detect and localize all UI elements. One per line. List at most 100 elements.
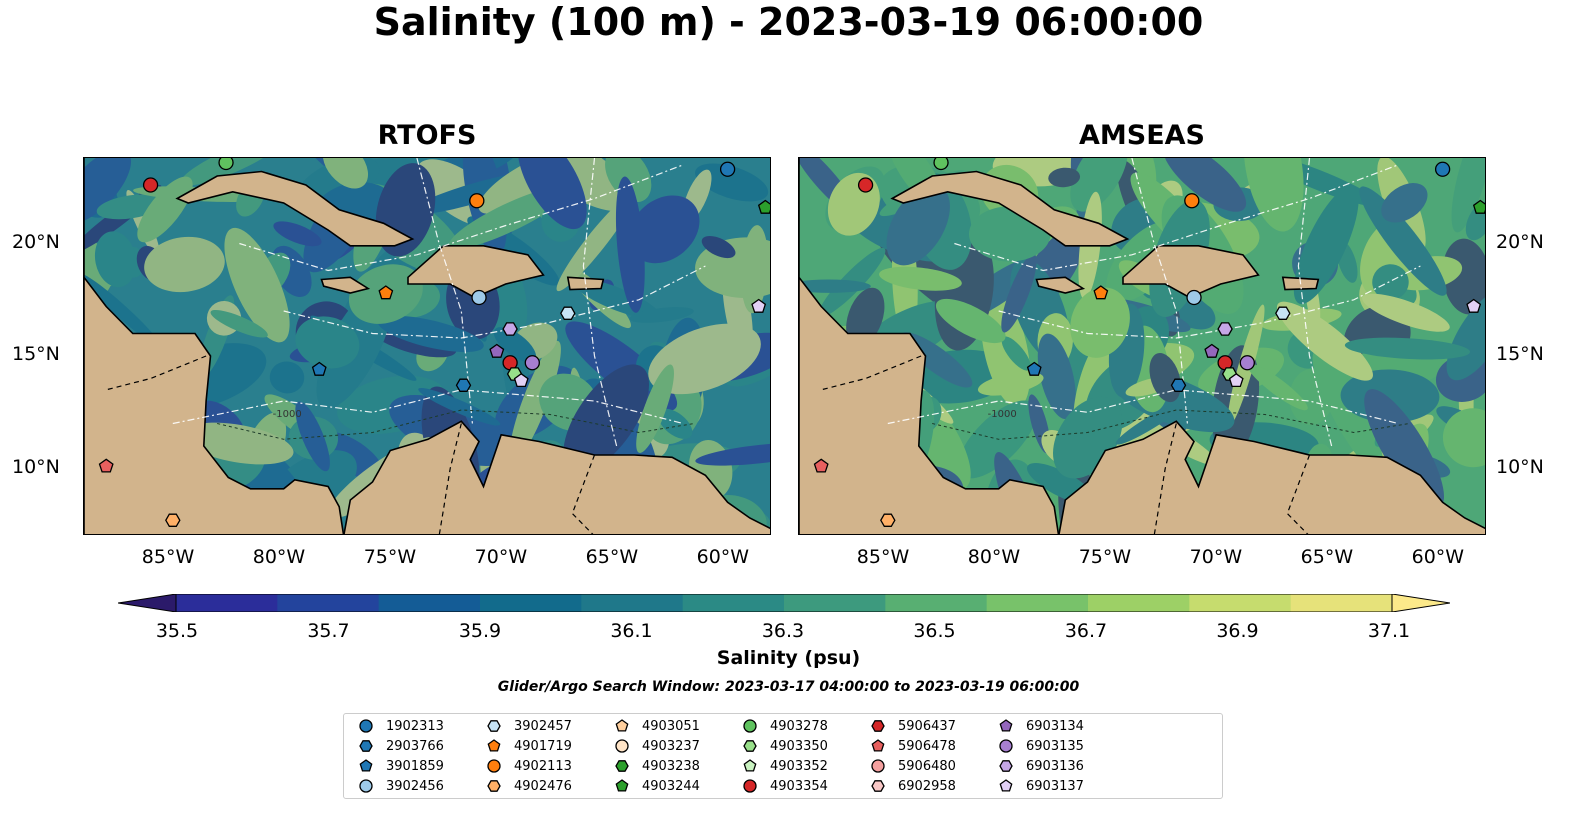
- pentagon-marker-icon: [999, 719, 1013, 732]
- panel-title-rtofs: RTOFS: [377, 120, 477, 151]
- legend-entry: 4903352: [742, 756, 828, 776]
- legend-entry: 5906437: [870, 716, 956, 736]
- colorbar-segment: [1290, 594, 1393, 612]
- float-marker-4903354[interactable]: [142, 177, 159, 193]
- hexagon-marker-icon: [487, 780, 501, 792]
- pentagon-marker-icon: [743, 759, 757, 772]
- colorbar-segment: [784, 594, 886, 612]
- pentagon-marker-icon: [615, 779, 629, 792]
- colorbar-extend-low: [117, 593, 177, 613]
- float-marker-4901719[interactable]: [1093, 285, 1109, 300]
- float-marker-5906478[interactable]: [813, 458, 829, 473]
- map-amseas[interactable]: -1000: [798, 157, 1486, 535]
- circle-marker-icon: [999, 739, 1013, 753]
- lat-tick-label: 10°N: [12, 455, 60, 478]
- legend-label: 5906437: [898, 718, 956, 734]
- lon-tick-label: 70°W: [474, 546, 528, 568]
- colorbar-segment: [277, 594, 380, 612]
- map-rtofs[interactable]: -1000: [83, 157, 771, 535]
- lon-tick-label: 85°W: [856, 546, 910, 568]
- lon-tick-label: 65°W: [585, 546, 639, 568]
- pentagon-marker-icon: [999, 779, 1013, 792]
- float-marker-3902456[interactable]: [1186, 289, 1202, 306]
- legend-label: 4901719: [514, 738, 572, 754]
- lon-tick-label: 65°W: [1300, 546, 1354, 568]
- float-marker-6903137[interactable]: [1466, 298, 1482, 313]
- float-marker-4901719[interactable]: [378, 285, 394, 300]
- float-marker-4902113[interactable]: [469, 193, 485, 209]
- legend-label: 4902113: [514, 758, 572, 774]
- float-marker-6903135[interactable]: [1239, 355, 1255, 371]
- legend-entry: 5906478: [870, 736, 956, 756]
- legend-label: 6903134: [1026, 718, 1084, 734]
- float-marker-6903136[interactable]: [502, 322, 518, 336]
- hexagon-marker-icon: [999, 760, 1013, 772]
- legend-label: 4903278: [770, 718, 828, 734]
- colorbar-tick-label: 36.5: [913, 620, 956, 642]
- legend-entry: 4903244: [614, 776, 700, 796]
- float-marker-6903137[interactable]: [751, 298, 767, 313]
- pentagon-marker-icon: [359, 759, 373, 772]
- legend-label: 6903135: [1026, 738, 1084, 754]
- colorbar-label: Salinity (psu): [716, 647, 861, 669]
- float-marker-5906478[interactable]: [98, 458, 114, 473]
- colorbar-tick-label: 35.5: [155, 620, 199, 642]
- colorbar-tick-label: 35.9: [458, 620, 502, 642]
- colorbar-tick-label: 36.7: [1064, 620, 1108, 642]
- legend-entry: 4901719: [486, 736, 572, 756]
- pentagon-marker-icon: [615, 719, 629, 732]
- hexagon-marker-icon: [743, 740, 757, 752]
- legend-label: 4903244: [642, 778, 700, 794]
- lon-tick-label: 75°W: [1078, 546, 1132, 568]
- hexagon-marker-icon: [871, 780, 885, 792]
- legend-entry: 6903137: [998, 776, 1084, 796]
- circle-marker-icon: [615, 739, 629, 753]
- legend-label: 2903766: [386, 738, 444, 754]
- lat-tick-label: 20°N: [1496, 230, 1544, 253]
- lon-tick-label: 60°W: [1411, 546, 1465, 568]
- legend-label: 4902476: [514, 778, 572, 794]
- float-marker-1902313[interactable]: [719, 161, 736, 177]
- float-marker-4903278[interactable]: [933, 158, 949, 171]
- float-marker-1902313[interactable]: [1434, 161, 1451, 177]
- float-marker-6903137[interactable]: [1228, 372, 1244, 388]
- float-marker-3901859[interactable]: [311, 361, 327, 376]
- legend-entry: 6903134: [998, 716, 1084, 736]
- float-marker-6903136[interactable]: [1217, 322, 1233, 336]
- float-marker-4902476[interactable]: [880, 513, 896, 527]
- float-marker-4903278[interactable]: [218, 158, 234, 171]
- float-marker-3902457[interactable]: [1275, 306, 1291, 320]
- colorbar-segment: [986, 594, 1089, 612]
- lat-tick-label: 15°N: [1496, 343, 1544, 365]
- float-marker-6903137[interactable]: [513, 372, 529, 388]
- legend-label: 6903137: [1026, 778, 1084, 794]
- colorbar-tick-label: 35.7: [307, 620, 350, 642]
- float-marker-3902456[interactable]: [471, 289, 487, 306]
- colorbar-tick-label: 36.9: [1216, 620, 1259, 642]
- float-marker-2903766[interactable]: [455, 378, 472, 392]
- float-marker-4903244[interactable]: [1472, 199, 1486, 214]
- hexagon-marker-icon: [359, 740, 373, 752]
- page-title: Salinity (100 m) - 2023-03-19 06:00:00: [373, 0, 1204, 44]
- hexagon-marker-icon: [871, 720, 885, 732]
- lat-tick-label: 15°N: [12, 343, 60, 365]
- float-marker-4903244[interactable]: [757, 199, 771, 214]
- legend-entry: 3902457: [486, 716, 572, 736]
- float-marker-4902476[interactable]: [165, 513, 181, 527]
- float-marker-3902457[interactable]: [560, 306, 576, 320]
- float-marker-2903766[interactable]: [1170, 378, 1187, 392]
- legend-label: 3902456: [386, 778, 444, 794]
- float-marker-3901859[interactable]: [1026, 361, 1042, 376]
- legend-label: 3901859: [386, 758, 444, 774]
- float-marker-6903135[interactable]: [524, 355, 540, 371]
- legend-entry: 4903350: [742, 736, 828, 756]
- float-marker-6903134[interactable]: [489, 343, 505, 358]
- float-marker-4902113[interactable]: [1184, 193, 1200, 209]
- legend-entry: 4902476: [486, 776, 572, 796]
- legend-label: 4903352: [770, 758, 828, 774]
- colorbar-tick-label: 37.1: [1367, 620, 1411, 642]
- float-marker-6903134[interactable]: [1204, 343, 1220, 358]
- circle-marker-icon: [487, 759, 501, 773]
- legend-entry: 2903766: [358, 736, 444, 756]
- float-marker-4903354[interactable]: [857, 177, 874, 193]
